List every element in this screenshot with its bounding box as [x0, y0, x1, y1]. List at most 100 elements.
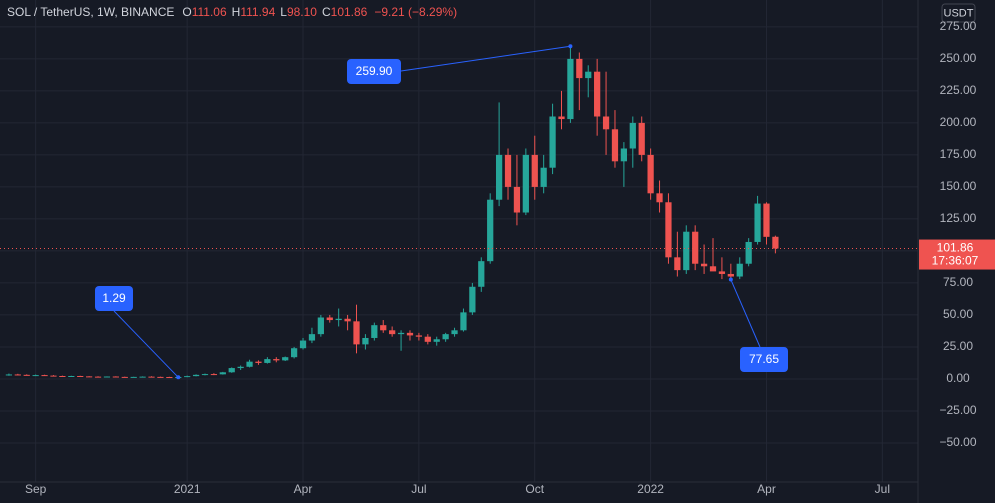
y-tick-label: 250.00 [940, 51, 977, 65]
annotation-box [740, 347, 788, 372]
y-tick-label: 75.00 [943, 275, 973, 289]
candle-body [335, 318, 342, 321]
candle-body [50, 375, 57, 377]
annotation-line [113, 310, 179, 378]
candle-body [228, 368, 235, 373]
candle-body [389, 330, 396, 335]
y-tick-label: 275.00 [940, 19, 977, 33]
annotation-label: 1.29 [102, 291, 126, 305]
candle-body [353, 321, 360, 345]
ohlc-label: O [182, 5, 191, 19]
ohlc-value: 111.06 [192, 5, 227, 19]
candle-body [549, 116, 556, 168]
annotation-point [728, 277, 733, 282]
candle-body [540, 167, 547, 187]
candle-body [157, 376, 164, 378]
countdown-label: 17:36:07 [932, 254, 979, 268]
candle-body [380, 325, 387, 331]
x-tick-label: 2022 [637, 482, 664, 496]
candle-body [308, 334, 316, 341]
candle-body [23, 374, 30, 376]
candle-body [255, 361, 262, 363]
candle-body [451, 330, 458, 335]
x-tick-label: Oct [525, 482, 544, 496]
y-tick-label: 50.00 [943, 307, 973, 321]
candle-body [495, 154, 503, 200]
candle-body [763, 203, 770, 237]
candle-body [504, 154, 512, 187]
ohlc-label: C [322, 5, 331, 19]
candle-body [745, 241, 752, 264]
candle-body [41, 375, 48, 377]
candle-body [469, 286, 476, 313]
candle-body [692, 231, 699, 264]
change-value: −9.21 (−8.29%) [374, 5, 457, 19]
y-tick-label: 150.00 [940, 179, 977, 193]
y-tick-label: 200.00 [940, 115, 977, 129]
candle-body [629, 122, 636, 149]
y-tick-label: 0.00 [946, 371, 970, 385]
candle-body [246, 361, 253, 367]
candle-body [558, 116, 565, 120]
candle-body [5, 374, 13, 376]
candle-body [264, 359, 271, 363]
candle-body [406, 332, 414, 336]
candle-body [94, 376, 102, 378]
annotation-point [568, 44, 573, 49]
candle-body [754, 203, 761, 242]
candle-body [638, 122, 645, 155]
candle-body [442, 334, 449, 340]
x-tick-label: Jul [875, 482, 890, 496]
ohlc-label: H [232, 5, 241, 19]
y-tick-label: −25.00 [939, 403, 976, 417]
candle-body [620, 148, 628, 162]
candle-body [397, 332, 405, 335]
candle-body [326, 317, 333, 321]
candle-body [282, 357, 289, 361]
ohlc-value: 101.86 [331, 5, 368, 19]
candle-body [585, 71, 592, 79]
candle-body [68, 375, 75, 377]
y-tick-label: −50.00 [939, 435, 976, 449]
candle-body [611, 129, 619, 162]
candle-body [14, 374, 21, 376]
annotation-label: 77.65 [749, 352, 779, 366]
y-tick-label: 175.00 [940, 147, 977, 161]
candle-body [192, 374, 200, 377]
candle-body [112, 376, 119, 378]
candle-body [415, 335, 423, 337]
annotation-label: 259.90 [356, 64, 393, 78]
candle-body [219, 372, 226, 375]
candle-body [700, 263, 708, 267]
candle-body [567, 58, 574, 120]
candle-body [166, 377, 173, 379]
candle-body [317, 317, 324, 335]
symbol-title: SOL / TetherUS, 1W, BINANCE [7, 5, 174, 19]
x-tick-label: Apr [294, 482, 313, 496]
candle-body [299, 340, 307, 349]
candle-body [433, 339, 440, 342]
header: SOL / TetherUS, 1W, BINANCE O 111.06 H 111.9… [7, 5, 457, 19]
ohlc-value: 111.94 [240, 5, 275, 19]
candle-body [647, 154, 654, 194]
candle-body [59, 375, 66, 377]
candle-body [273, 359, 280, 361]
candle-body [594, 71, 601, 117]
annotation-box [347, 59, 401, 84]
candle-body [77, 375, 84, 377]
candle-body [130, 376, 137, 378]
candle-body [121, 376, 128, 378]
candle-body [656, 193, 663, 203]
candle-body [86, 376, 93, 378]
currency-button[interactable] [941, 3, 976, 23]
currency-label[interactable]: USDT [944, 7, 974, 19]
candle-body [576, 58, 583, 79]
candle-body [602, 116, 610, 130]
y-tick-label: 25.00 [943, 339, 973, 353]
candle-body [201, 374, 209, 376]
candle-body [772, 236, 779, 249]
candle-body [522, 154, 529, 213]
candle-body [424, 336, 431, 342]
